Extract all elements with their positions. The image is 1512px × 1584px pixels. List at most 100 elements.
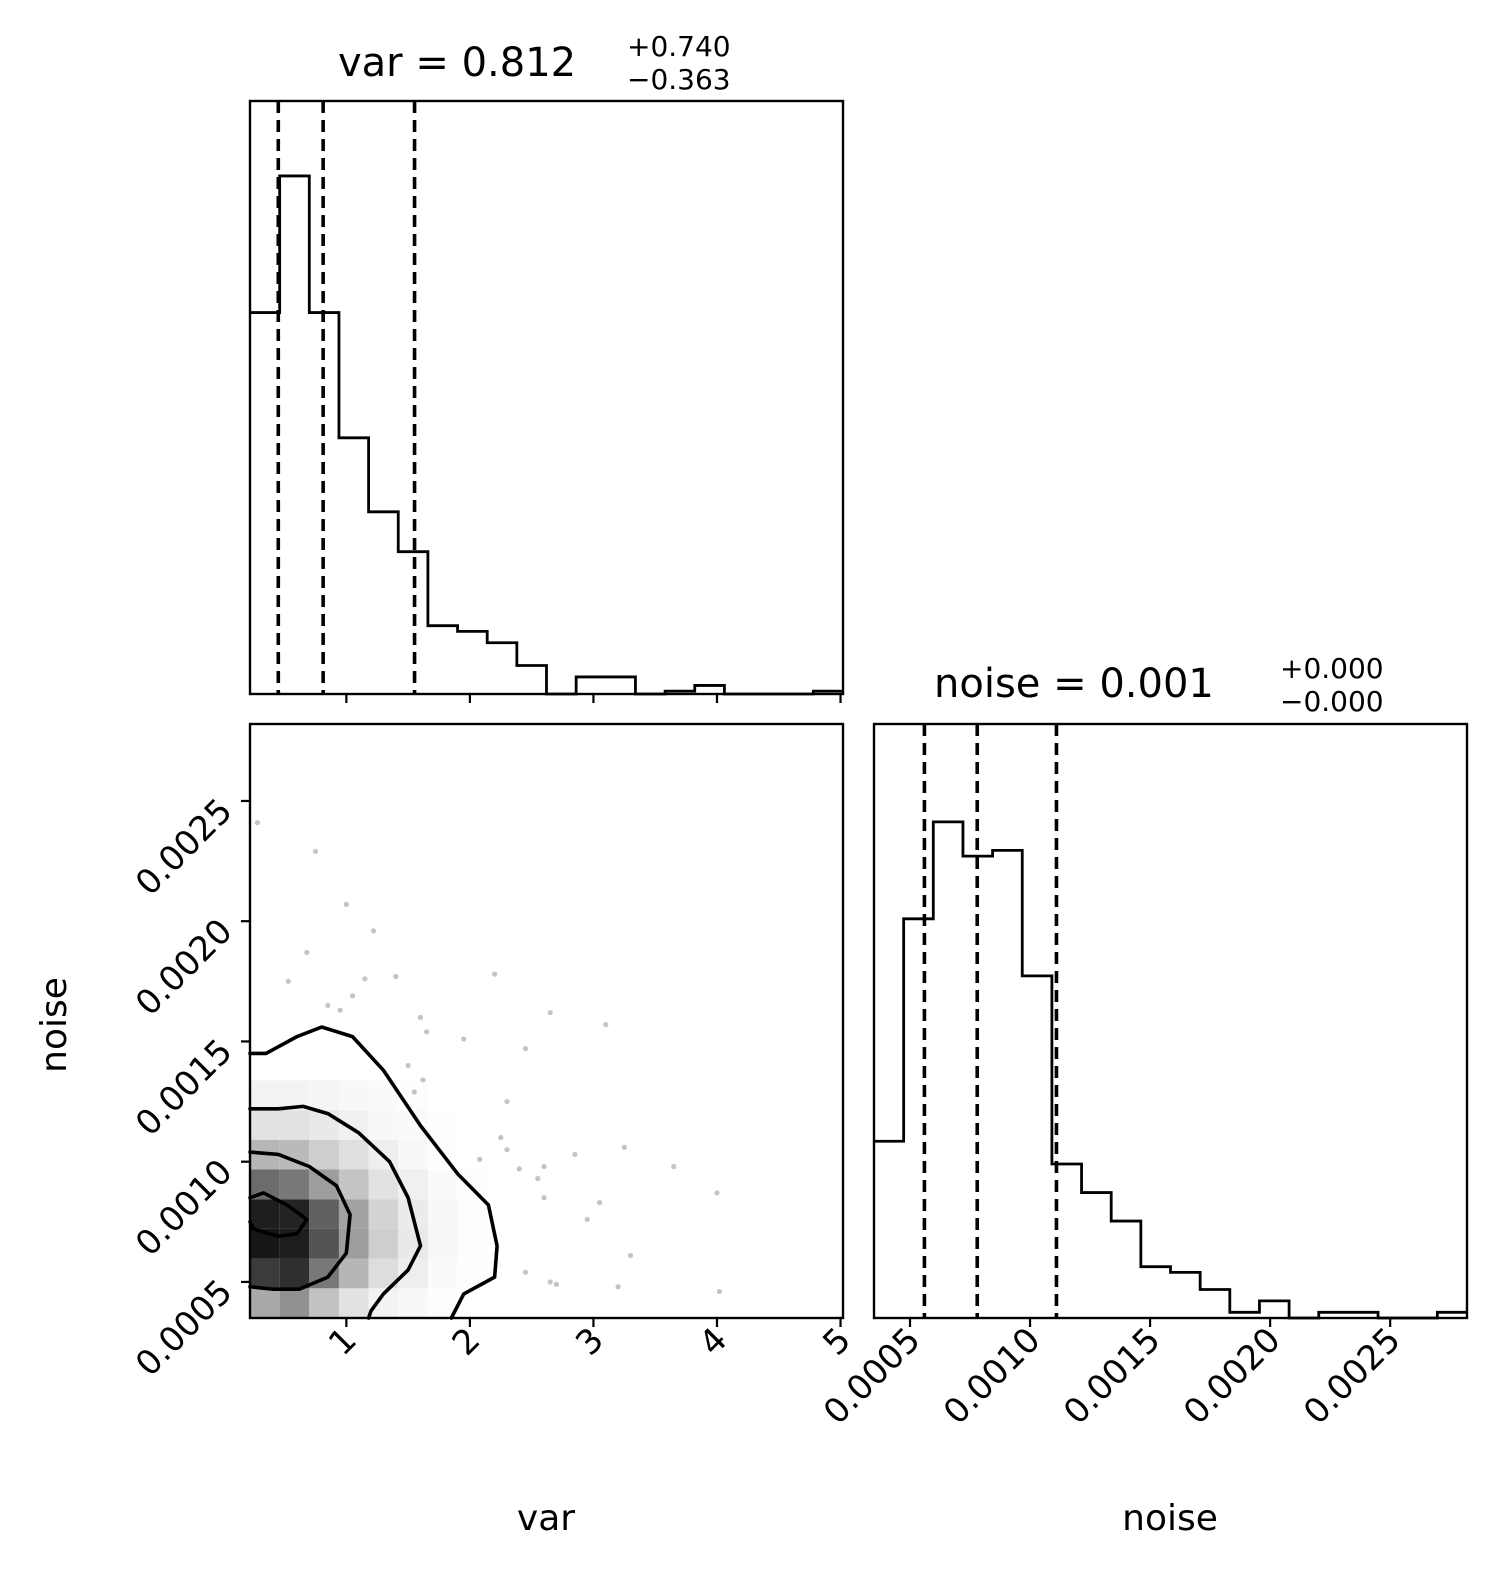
sample-point — [714, 1190, 720, 1196]
sample-point — [541, 1195, 547, 1201]
contour-level-4 — [248, 1191, 309, 1239]
var-histogram-steps — [250, 174, 843, 696]
sample-point — [420, 1077, 426, 1083]
sample-point — [325, 1002, 331, 1008]
title-var-plus: +0.740 — [627, 30, 731, 63]
density-cell — [338, 1258, 369, 1289]
contour-level-2 — [248, 1104, 423, 1320]
title-noise-median: 0.001 — [1099, 661, 1214, 707]
var-histogram-frame — [248, 99, 845, 696]
var-x-tick-label-4: 4 — [692, 1320, 736, 1364]
density-cell — [250, 1080, 280, 1111]
sample-point — [547, 1279, 553, 1285]
noise-x-tick-label-5: 0.0025 — [1296, 1320, 1408, 1432]
sample-point — [424, 1029, 430, 1035]
density-cell — [279, 1288, 310, 1318]
sample-point — [254, 819, 261, 826]
density-frame — [248, 722, 845, 1320]
density-cell — [368, 1199, 399, 1229]
sample-point — [304, 949, 310, 956]
density-cell — [309, 1288, 339, 1318]
density-cell — [250, 1288, 280, 1318]
density-cell — [398, 1288, 428, 1318]
density-cell — [368, 1110, 399, 1140]
sample-point — [504, 1147, 510, 1153]
sample-point — [597, 1199, 603, 1206]
sample-point — [516, 1166, 522, 1172]
noise-y-tick-label-4: 0.0020 — [128, 911, 240, 1023]
sample-point — [370, 928, 377, 934]
sample-point — [716, 1288, 723, 1295]
sample-point — [522, 1269, 529, 1275]
sample-point — [504, 1098, 510, 1105]
density-cell — [427, 1258, 458, 1289]
x-axis-label-var: var — [517, 1498, 575, 1539]
noise-y-tick-label-5: 0.0025 — [128, 791, 240, 903]
var-x-tick-label-2: 2 — [445, 1320, 489, 1364]
var-x-tick-label-3: 3 — [568, 1320, 612, 1364]
density-cell — [427, 1199, 458, 1229]
density-cell — [457, 1169, 488, 1200]
noise-histogram-steps — [874, 820, 1467, 1320]
sample-point — [584, 1216, 590, 1223]
density-cell — [427, 1110, 458, 1140]
sample-point — [337, 1007, 343, 1013]
noise-y-tick-label-3: 0.0015 — [128, 1032, 240, 1144]
density-cell — [427, 1169, 458, 1200]
density-cell — [338, 1169, 369, 1200]
title-noise-minus: −0.000 — [1280, 685, 1384, 718]
svg-text:var = 0.812: var = 0.812 — [338, 40, 576, 86]
density-cell — [427, 1228, 458, 1259]
density-cell — [338, 1288, 369, 1318]
density-cell — [250, 1258, 280, 1289]
density-cell — [457, 1199, 488, 1229]
contour-level-3 — [248, 1150, 352, 1291]
title-noise-prefix: noise = — [934, 661, 1099, 707]
density-cell — [338, 1080, 369, 1111]
density-cell — [309, 1199, 339, 1229]
title-noise-plus: +0.000 — [1280, 652, 1384, 685]
sample-point — [547, 1009, 553, 1016]
density-cell — [309, 1228, 339, 1259]
density-cell — [338, 1139, 369, 1170]
density-cell — [250, 1199, 280, 1229]
noise-y-tick-label-2: 0.0010 — [128, 1152, 240, 1264]
svg-text:noise = 0.001: noise = 0.001 — [934, 661, 1214, 707]
sample-point — [477, 1156, 483, 1162]
density-cell — [250, 1110, 280, 1140]
sample-point — [362, 976, 368, 982]
noise-x-tick-label-3: 0.0015 — [1056, 1320, 1168, 1432]
var-histogram-panel — [248, 99, 845, 703]
density-cell — [398, 1139, 428, 1170]
density-cell — [309, 1110, 339, 1140]
density-cell — [309, 1080, 339, 1111]
y-axis-label-noise: noise — [34, 977, 75, 1073]
density-cell — [309, 1139, 339, 1170]
sample-point — [541, 1163, 547, 1170]
sample-point — [621, 1144, 627, 1150]
noise-x-tick-label-4: 0.0020 — [1176, 1320, 1288, 1432]
x-axis-label-noise: noise — [1122, 1498, 1218, 1539]
sample-point — [285, 978, 291, 984]
density-cell — [279, 1258, 310, 1289]
noise-y-tick-label-1: 0.0005 — [128, 1272, 240, 1384]
sample-point — [492, 971, 498, 977]
sample-point — [603, 1022, 609, 1028]
sample-point — [417, 1014, 424, 1020]
sample-point — [553, 1281, 559, 1287]
sample-point — [312, 848, 319, 855]
title-var-median: 0.812 — [462, 40, 577, 86]
density-cell — [457, 1228, 488, 1259]
sample-point — [627, 1252, 634, 1259]
sample-point — [411, 1089, 417, 1095]
sample-point — [498, 1135, 504, 1141]
contour-level-1 — [248, 1025, 499, 1320]
density-cell — [368, 1228, 399, 1259]
var-x-tick-label-5: 5 — [815, 1320, 859, 1364]
sample-point — [393, 973, 399, 980]
density-cell — [398, 1080, 428, 1111]
density-cell — [368, 1169, 399, 1200]
title-var: var = 0.812 +0.740 −0.363 — [338, 30, 731, 96]
